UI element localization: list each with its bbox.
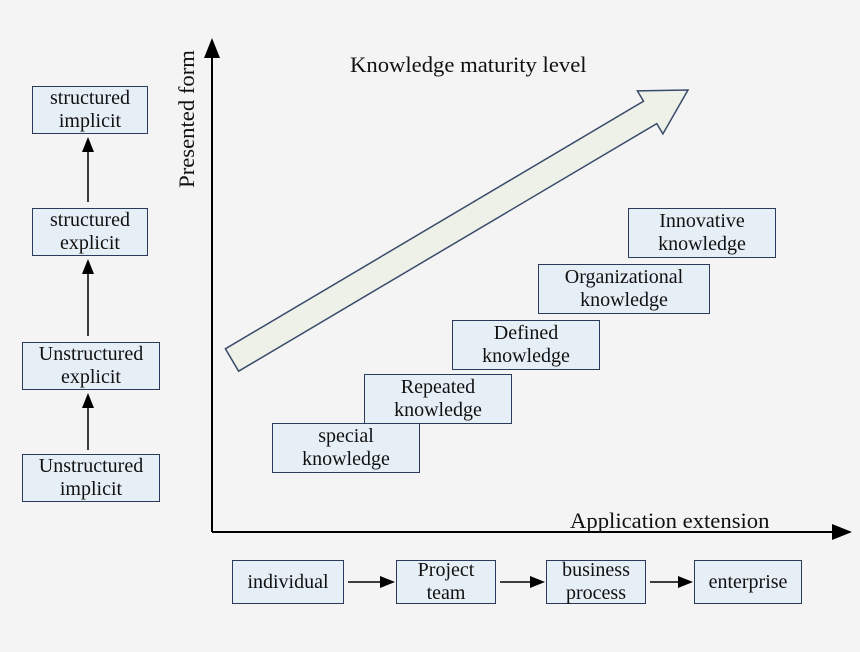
left-ladder-box-0-line1: Unstructured <box>39 455 143 478</box>
stair-box-2: Definedknowledge <box>452 320 600 370</box>
bottom-box-1-line2: team <box>418 582 475 605</box>
left-ladder-box-1-line1: Unstructured <box>39 343 143 366</box>
bottom-box-3-line1: enterprise <box>709 571 788 594</box>
maturity-title: Knowledge maturity level <box>350 52 587 78</box>
left-ladder-box-2-line2: explicit <box>50 232 130 255</box>
left-ladder-box-3-line1: structured <box>50 87 130 110</box>
stair-box-1-line1: Repeated <box>394 376 482 399</box>
stair-box-4-line1: Innovative <box>658 210 746 233</box>
left-ladder-box-2-line1: structured <box>50 209 130 232</box>
left-ladder-box-3: structuredimplicit <box>32 86 148 134</box>
left-ladder-box-0-line2: implicit <box>39 478 143 501</box>
stair-box-3: Organizationalknowledge <box>538 264 710 314</box>
left-ladder-box-1: Unstructuredexplicit <box>22 342 160 390</box>
bottom-box-2-line1: business <box>562 559 630 582</box>
stair-box-0: specialknowledge <box>272 423 420 473</box>
stair-box-1: Repeatedknowledge <box>364 374 512 424</box>
bottom-box-3: enterprise <box>694 560 802 604</box>
stair-box-0-line2: knowledge <box>302 448 390 471</box>
stair-box-3-line2: knowledge <box>565 289 683 312</box>
stair-box-4-line2: knowledge <box>658 233 746 256</box>
stair-box-2-line1: Defined <box>482 322 570 345</box>
stair-box-4: Innovativeknowledge <box>628 208 776 258</box>
left-ladder-box-2: structuredexplicit <box>32 208 148 256</box>
stair-box-2-line2: knowledge <box>482 345 570 368</box>
diagram-root: { "canvas": { "width": 860, "height": 65… <box>0 0 860 652</box>
bottom-box-1: Projectteam <box>396 560 496 604</box>
bottom-box-0-line1: individual <box>247 571 328 594</box>
stair-box-0-line1: special <box>302 425 390 448</box>
stair-box-1-line2: knowledge <box>394 399 482 422</box>
y-axis-label: Presented form <box>174 49 200 189</box>
bottom-box-0: individual <box>232 560 344 604</box>
x-axis-label: Application extension <box>570 508 769 534</box>
bottom-box-2: businessprocess <box>546 560 646 604</box>
left-ladder-box-3-line2: implicit <box>50 110 130 133</box>
bottom-box-2-line2: process <box>562 582 630 605</box>
left-ladder-box-1-line2: explicit <box>39 366 143 389</box>
bottom-box-1-line1: Project <box>418 559 475 582</box>
stair-box-3-line1: Organizational <box>565 266 683 289</box>
left-ladder-box-0: Unstructuredimplicit <box>22 454 160 502</box>
